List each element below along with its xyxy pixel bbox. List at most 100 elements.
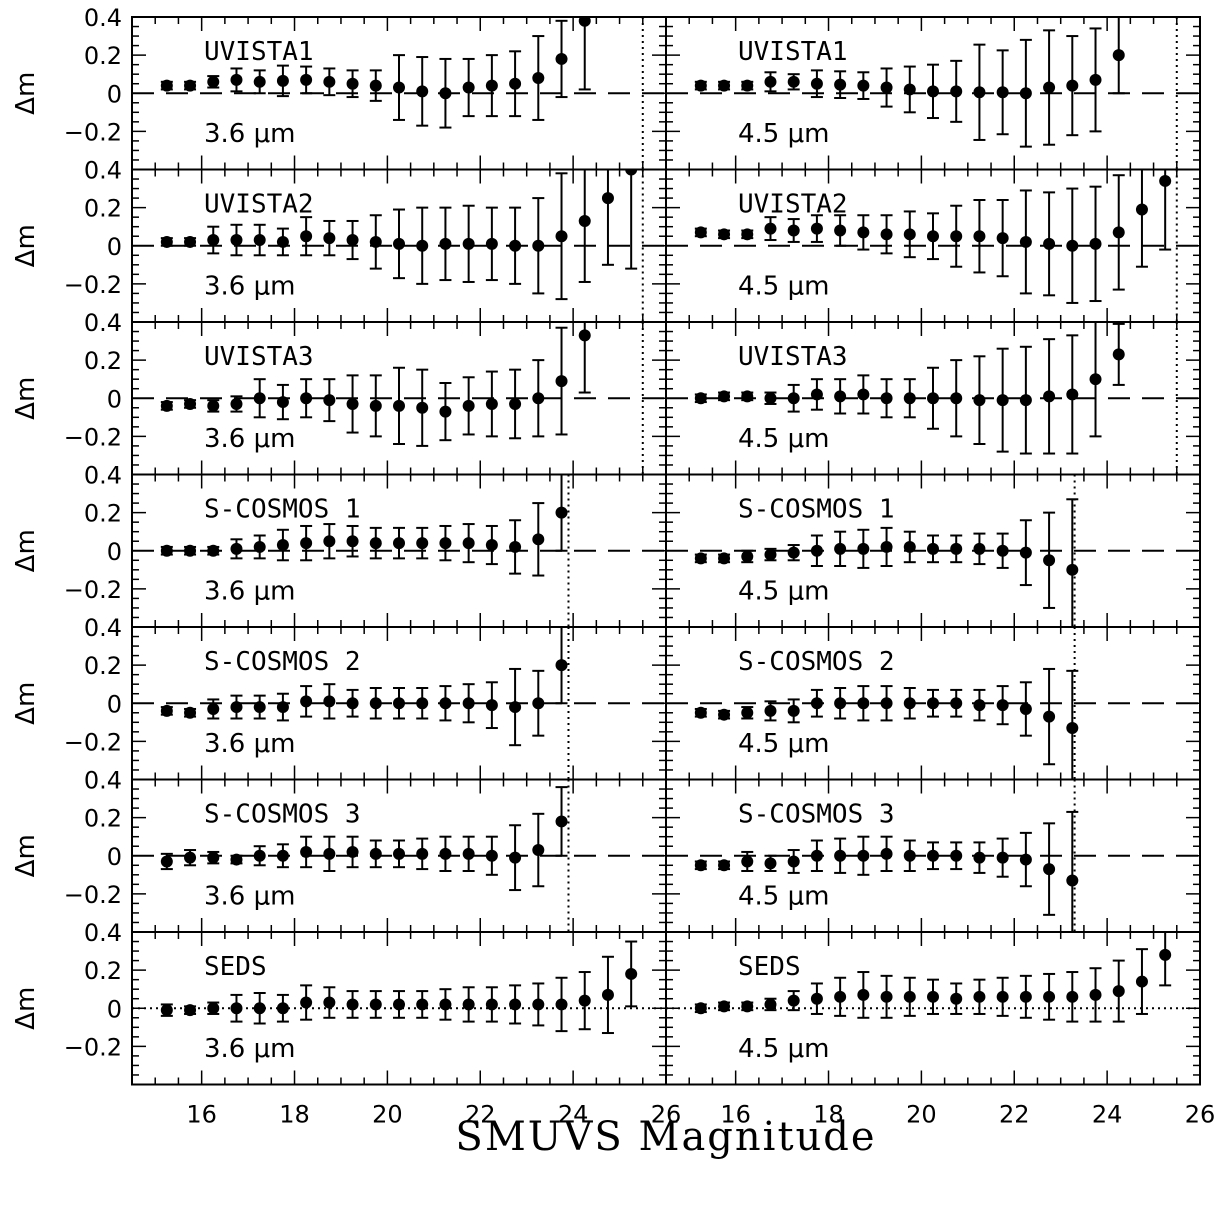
x-tick-label: 16 (186, 1101, 217, 1129)
data-point (462, 237, 475, 250)
panel-survey-label: S-COSMOS 2 (738, 647, 895, 677)
y-tick-label: 0.2 (84, 652, 122, 680)
data-series (694, 810, 1079, 932)
data-point (973, 394, 986, 407)
data-point (1159, 948, 1172, 961)
data-point (485, 849, 498, 862)
panel-6-1: SEDS 4.5 μm 16 18 20 22 24 26 (665, 931, 1215, 1129)
data-point (1089, 237, 1102, 250)
data-point (973, 699, 986, 712)
data-point (462, 537, 475, 550)
data-point (346, 234, 359, 247)
data-point (276, 396, 289, 409)
data-point (857, 697, 870, 710)
data-point (857, 849, 870, 862)
y-tick-label: 0 (107, 538, 122, 566)
panel-survey-label: SEDS (738, 952, 801, 982)
data-point (532, 844, 545, 857)
data-point (346, 697, 359, 710)
panel-band-label: 3.6 μm (204, 272, 295, 302)
data-point (741, 79, 754, 92)
data-point (764, 392, 777, 405)
data-series (694, 322, 1125, 455)
data-point (276, 849, 289, 862)
data-point (973, 542, 986, 555)
data-point (346, 77, 359, 90)
panel-band-label: 3.6 μm (204, 577, 295, 607)
data-point (950, 230, 963, 243)
data-point (1066, 79, 1079, 92)
data-point (462, 998, 475, 1011)
y-tick-label: 0.2 (84, 957, 122, 985)
y-tick-label: −0.2 (64, 1033, 122, 1061)
data-point (718, 708, 731, 721)
data-point (741, 550, 754, 563)
data-point (764, 222, 777, 235)
y-tick-label: −0.2 (64, 423, 122, 451)
data-point (694, 79, 707, 92)
y-tick-label: 0 (107, 843, 122, 871)
y-tick-label: 0 (107, 690, 122, 718)
data-point (973, 990, 986, 1003)
data-series (694, 169, 1172, 304)
data-point (253, 849, 266, 862)
data-point (625, 169, 638, 176)
data-point (1066, 388, 1079, 401)
data-point (1043, 863, 1056, 876)
data-point (532, 533, 545, 546)
data-point (1089, 988, 1102, 1001)
panel-survey-label: UVISTA3 (738, 342, 848, 372)
data-point (950, 992, 963, 1005)
panel-1-0: UVISTA2 3.6 μm 0.4 0.2 0 −0.2 Δm (11, 157, 667, 323)
data-point (880, 228, 893, 241)
data-point (509, 701, 522, 714)
data-point (787, 224, 800, 237)
data-point (509, 851, 522, 864)
data-point (253, 392, 266, 405)
data-point (857, 542, 870, 555)
y-tick-label: 0.2 (84, 347, 122, 375)
y-tick-label: 0.2 (84, 195, 122, 223)
data-point (230, 542, 243, 555)
data-point (323, 847, 336, 860)
data-point (578, 994, 591, 1007)
data-point (369, 537, 382, 550)
data-point (416, 847, 429, 860)
data-point (1135, 975, 1148, 988)
data-point (509, 998, 522, 1011)
data-point (810, 697, 823, 710)
y-tick-label: 0.4 (84, 614, 122, 642)
data-point (741, 1000, 754, 1013)
data-point (741, 390, 754, 403)
data-point (276, 701, 289, 714)
data-point (1112, 49, 1125, 62)
data-point (694, 859, 707, 872)
data-point (369, 998, 382, 1011)
data-point (810, 544, 823, 557)
data-point (787, 392, 800, 405)
panel-survey-label: SEDS (204, 952, 267, 982)
data-point (485, 397, 498, 410)
data-point (346, 845, 359, 858)
data-point (369, 79, 382, 92)
data-point (787, 546, 800, 559)
data-point (207, 851, 220, 864)
data-point (276, 235, 289, 248)
data-point (834, 224, 847, 237)
data-point (462, 697, 475, 710)
panel-0-0: UVISTA1 3.6 μm 0.4 0.2 0 −0.2 Δm (11, 4, 667, 171)
x-axis-title: SMUVS Magnitude (455, 1114, 876, 1160)
data-series (160, 17, 591, 129)
data-point (741, 706, 754, 719)
data-point (555, 375, 568, 388)
panel-survey-label: S-COSMOS 3 (204, 800, 361, 830)
data-point (346, 998, 359, 1011)
data-point (1019, 235, 1032, 248)
data-point (532, 239, 545, 252)
data-point (207, 399, 220, 412)
data-point (393, 697, 405, 710)
data-point (973, 230, 986, 243)
data-point (718, 79, 731, 92)
data-series (694, 667, 1079, 780)
